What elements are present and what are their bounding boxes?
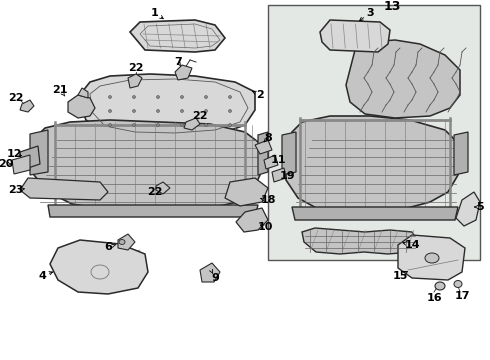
Ellipse shape	[156, 95, 160, 99]
Text: 20: 20	[0, 159, 14, 169]
Ellipse shape	[156, 123, 160, 126]
Polygon shape	[272, 168, 286, 182]
Polygon shape	[286, 116, 460, 212]
Polygon shape	[454, 132, 468, 175]
Ellipse shape	[180, 95, 183, 99]
Ellipse shape	[108, 95, 112, 99]
Ellipse shape	[435, 282, 445, 290]
Text: 16: 16	[426, 293, 442, 303]
Polygon shape	[268, 5, 480, 260]
Polygon shape	[292, 207, 458, 220]
Ellipse shape	[454, 280, 462, 288]
Text: 4: 4	[38, 271, 46, 281]
Polygon shape	[78, 88, 88, 98]
Polygon shape	[156, 182, 170, 194]
Text: 19: 19	[279, 171, 295, 181]
Ellipse shape	[132, 109, 136, 112]
Ellipse shape	[204, 95, 207, 99]
Text: 11: 11	[270, 155, 286, 165]
Ellipse shape	[132, 95, 136, 99]
Ellipse shape	[108, 123, 112, 126]
Polygon shape	[320, 20, 390, 52]
Ellipse shape	[108, 109, 112, 112]
Polygon shape	[68, 95, 95, 118]
Ellipse shape	[119, 239, 125, 244]
Polygon shape	[264, 155, 278, 169]
Polygon shape	[80, 74, 255, 138]
Polygon shape	[50, 240, 148, 294]
Polygon shape	[20, 100, 34, 112]
Text: 22: 22	[128, 63, 144, 73]
Text: 10: 10	[257, 222, 273, 232]
Ellipse shape	[228, 109, 231, 112]
Polygon shape	[118, 234, 135, 250]
Polygon shape	[236, 208, 268, 232]
Text: 5: 5	[476, 202, 484, 212]
Polygon shape	[20, 146, 40, 170]
Polygon shape	[175, 65, 192, 80]
Text: 22: 22	[147, 187, 163, 197]
Text: 12: 12	[6, 149, 22, 159]
Text: 3: 3	[366, 8, 374, 18]
Text: 7: 7	[174, 57, 182, 67]
Text: 9: 9	[211, 273, 219, 283]
Polygon shape	[225, 178, 268, 206]
Ellipse shape	[156, 109, 160, 112]
Polygon shape	[258, 132, 268, 175]
Text: 17: 17	[454, 291, 470, 301]
Text: 23: 23	[8, 185, 24, 195]
Ellipse shape	[425, 253, 439, 263]
Text: 15: 15	[392, 271, 408, 281]
Text: 18: 18	[260, 195, 276, 205]
Polygon shape	[20, 178, 108, 200]
Polygon shape	[346, 40, 460, 118]
Polygon shape	[128, 74, 142, 88]
Polygon shape	[398, 235, 465, 280]
Text: 6: 6	[104, 242, 112, 252]
Text: 1: 1	[151, 8, 159, 18]
Text: 2: 2	[256, 90, 264, 100]
Ellipse shape	[132, 123, 136, 126]
Ellipse shape	[180, 123, 183, 126]
Polygon shape	[302, 228, 418, 254]
Ellipse shape	[180, 109, 183, 112]
Polygon shape	[48, 205, 258, 217]
Ellipse shape	[228, 95, 231, 99]
Polygon shape	[184, 118, 200, 130]
Polygon shape	[30, 130, 48, 175]
Polygon shape	[32, 120, 262, 212]
Text: 21: 21	[52, 85, 68, 95]
Ellipse shape	[204, 109, 207, 112]
Text: 8: 8	[264, 133, 272, 143]
Text: 22: 22	[8, 93, 24, 103]
Text: 22: 22	[192, 111, 208, 121]
Polygon shape	[12, 155, 30, 174]
Polygon shape	[255, 140, 272, 154]
Polygon shape	[200, 263, 220, 282]
Text: 14: 14	[404, 240, 420, 250]
Polygon shape	[456, 192, 480, 226]
Polygon shape	[130, 20, 225, 52]
Ellipse shape	[228, 123, 231, 126]
Polygon shape	[282, 132, 296, 175]
Text: 13: 13	[383, 0, 401, 13]
Ellipse shape	[204, 123, 207, 126]
